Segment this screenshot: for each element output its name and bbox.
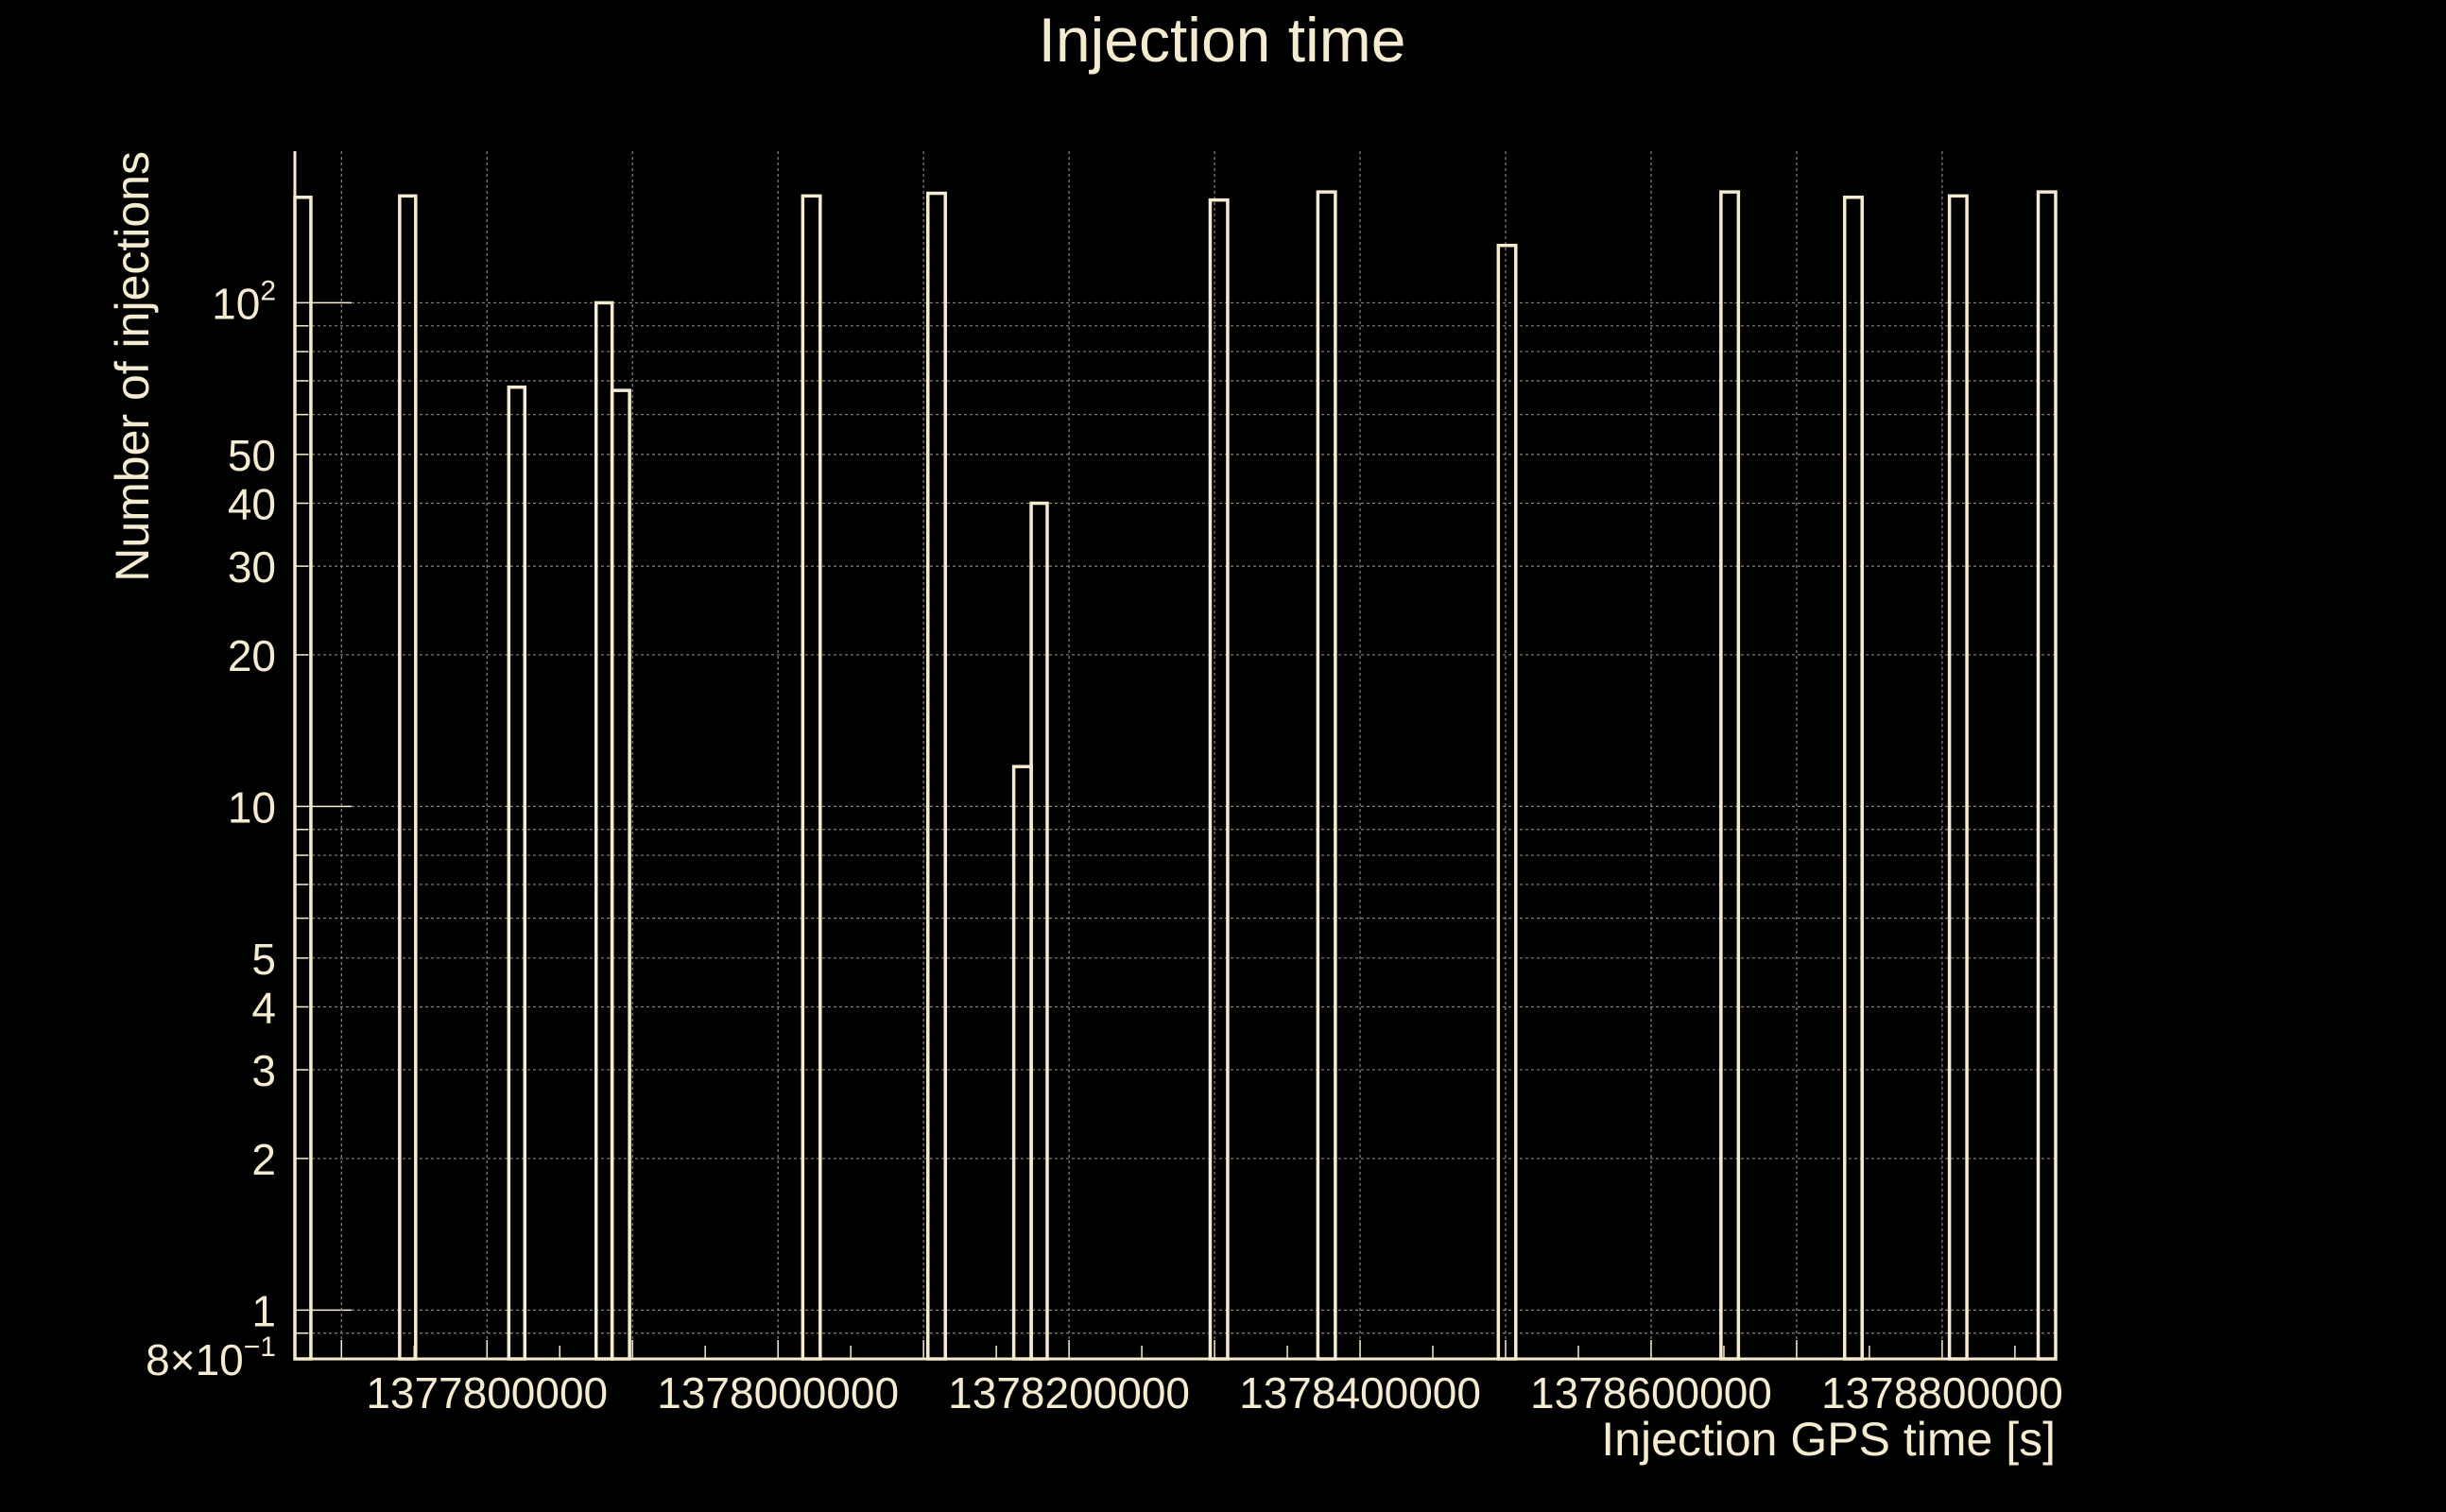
x-axis-ticks: 1377800000 1378000000 1378200000 1378400000… bbox=[366, 1368, 2063, 1418]
y-tick-label-base: 10 bbox=[212, 279, 260, 328]
chart-title: Injection time bbox=[1039, 5, 1406, 75]
y-tick-label: 2 bbox=[251, 1135, 276, 1184]
x-tick-label: 1378000000 bbox=[657, 1368, 899, 1418]
y-tick-label: 4 bbox=[251, 983, 276, 1032]
x-axis-label: Injection GPS time [s] bbox=[1601, 1413, 2056, 1466]
y-tick-label-exponent: 2 bbox=[260, 275, 276, 306]
grid-lines bbox=[295, 151, 2056, 1360]
y-tick-label: 3 bbox=[251, 1046, 276, 1095]
y-tick-label: 40 bbox=[228, 480, 276, 529]
y-tick-label: 8×10−1 bbox=[146, 1332, 276, 1384]
y-tick-label: 30 bbox=[228, 542, 276, 592]
y-tick-label: 50 bbox=[228, 431, 276, 480]
y-axis-label: Number of injections bbox=[106, 151, 159, 582]
x-tick-label: 1378200000 bbox=[948, 1368, 1190, 1418]
x-tick-label: 1378800000 bbox=[1821, 1368, 2063, 1418]
y-tick-label: 102 bbox=[212, 275, 276, 328]
y-tick-label: 20 bbox=[228, 631, 276, 680]
x-tick-label: 1378600000 bbox=[1530, 1368, 1772, 1418]
y-tick-label: 1 bbox=[251, 1286, 276, 1335]
y-tick-label: 10 bbox=[228, 782, 276, 832]
minor-ticks bbox=[340, 1340, 2016, 1359]
x-tick-label: 1378400000 bbox=[1239, 1368, 1481, 1418]
y-tick-label-exponent: −1 bbox=[244, 1332, 276, 1363]
y-tick-label-base: 8×10 bbox=[146, 1335, 244, 1384]
x-tick-label: 1377800000 bbox=[366, 1368, 608, 1418]
y-tick-label: 5 bbox=[251, 935, 276, 984]
